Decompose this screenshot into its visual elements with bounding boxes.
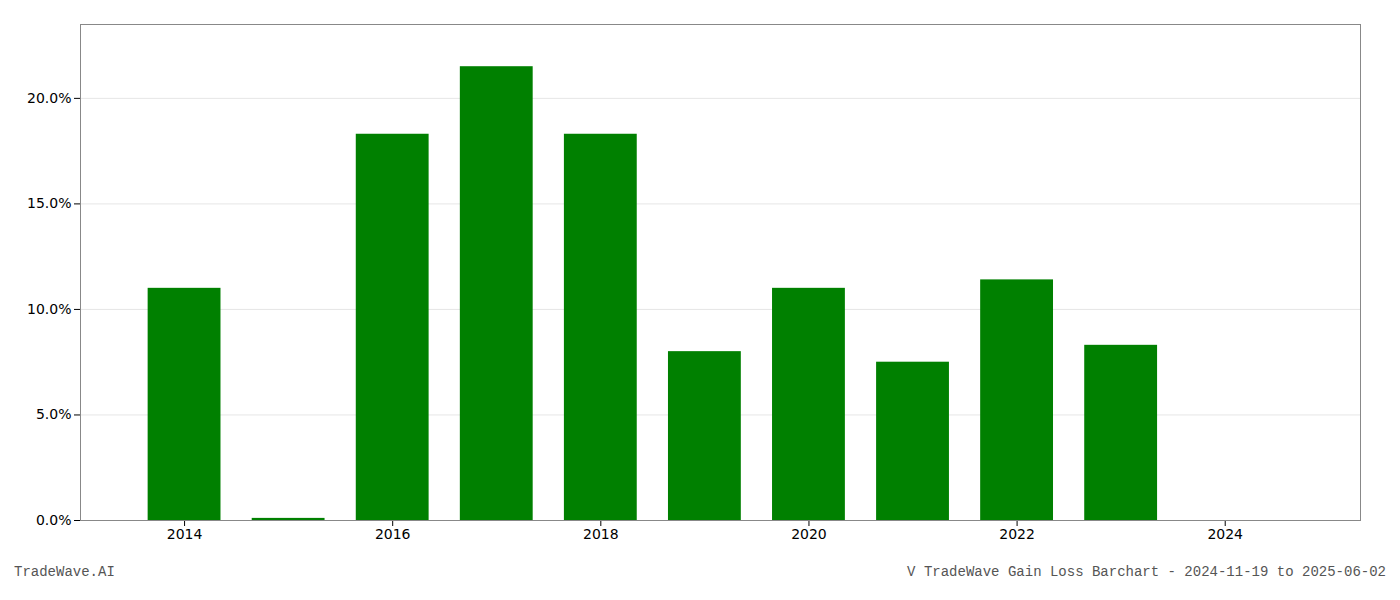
svg-text:2024: 2024 xyxy=(1207,526,1243,542)
svg-text:5.0%: 5.0% xyxy=(36,406,72,422)
svg-text:2020: 2020 xyxy=(791,526,827,542)
svg-text:10.0%: 10.0% xyxy=(27,301,71,317)
svg-text:2022: 2022 xyxy=(999,526,1035,542)
html-text:TradeWave.AI: TradeWave.AI xyxy=(14,564,115,580)
svg-text:0.0%: 0.0% xyxy=(36,512,72,528)
svg-text:2014: 2014 xyxy=(167,526,203,542)
svg-text:2016: 2016 xyxy=(375,526,411,542)
svg-text:15.0%: 15.0% xyxy=(27,195,71,211)
html-text:V TradeWave Gain Loss Barchart: V TradeWave Gain Loss Barchart - 2024-11… xyxy=(907,564,1386,580)
svg-text:20.0%: 20.0% xyxy=(27,90,71,106)
svg-text:2018: 2018 xyxy=(583,526,619,542)
